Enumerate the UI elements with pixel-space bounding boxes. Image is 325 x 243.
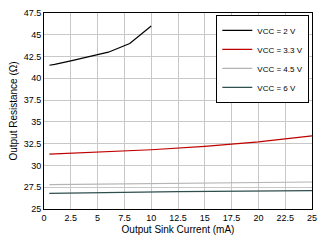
svg-text:VCC = 3.3 V: VCC = 3.3 V	[257, 46, 302, 55]
svg-text:Output Resistance (Ω): Output Resistance (Ω)	[8, 61, 19, 160]
svg-text:10: 10	[146, 213, 156, 223]
svg-text:37.5: 37.5	[24, 95, 42, 105]
svg-text:47.5: 47.5	[24, 8, 42, 18]
svg-text:17.5: 17.5	[223, 213, 241, 223]
svg-text:VCC = 4.5 V: VCC = 4.5 V	[257, 65, 302, 74]
svg-text:20: 20	[253, 213, 263, 223]
svg-text:15: 15	[200, 213, 210, 223]
svg-text:12.5: 12.5	[169, 213, 187, 223]
svg-text:40: 40	[31, 73, 41, 83]
svg-text:42.5: 42.5	[24, 52, 42, 62]
svg-text:VCC = 2 V: VCC = 2 V	[257, 27, 296, 36]
svg-text:25: 25	[307, 213, 317, 223]
svg-text:Output Sink Current (mA): Output Sink Current (mA)	[122, 224, 235, 235]
svg-text:22.5: 22.5	[276, 213, 294, 223]
svg-text:32.5: 32.5	[24, 139, 42, 149]
svg-text:0: 0	[41, 213, 46, 223]
svg-text:27.5: 27.5	[24, 182, 42, 192]
svg-text:VCC = 6 V: VCC = 6 V	[257, 84, 296, 93]
svg-text:25: 25	[31, 204, 41, 214]
svg-text:45: 45	[31, 30, 41, 40]
svg-text:7.5: 7.5	[118, 213, 131, 223]
svg-text:35: 35	[31, 117, 41, 127]
svg-text:5: 5	[95, 213, 100, 223]
svg-text:30: 30	[31, 161, 41, 171]
svg-text:2.5: 2.5	[65, 213, 78, 223]
